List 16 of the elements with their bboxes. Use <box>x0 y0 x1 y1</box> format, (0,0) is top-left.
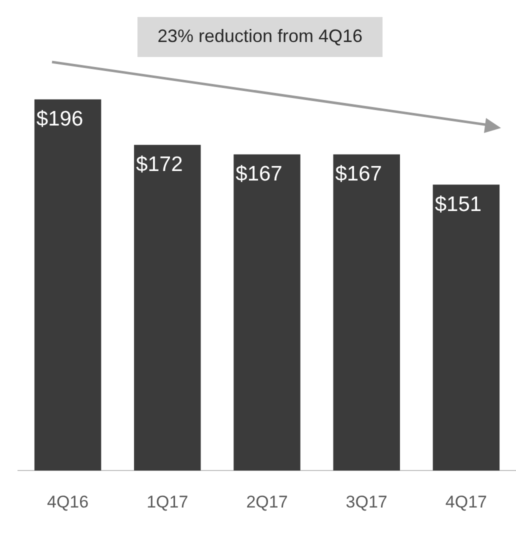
bar <box>432 184 500 471</box>
x-tick-label: 2Q17 <box>246 492 288 512</box>
data-label: $196 <box>36 108 84 131</box>
data-label: $172 <box>136 153 183 176</box>
bar <box>34 99 102 471</box>
text: 23% reduction from 4Q16 <box>157 26 363 46</box>
x-tick-label: 3Q17 <box>346 492 388 512</box>
bar <box>234 154 300 471</box>
data-label: $151 <box>434 192 482 216</box>
bar <box>134 144 201 471</box>
bar <box>333 154 400 471</box>
x-tick-label: 4Q16 <box>47 492 89 512</box>
x-tick-label: 4Q17 <box>445 492 487 512</box>
data-label: $167 <box>335 162 382 186</box>
data-label: $167 <box>236 162 282 186</box>
x-tick-label: 1Q17 <box>146 492 188 512</box>
